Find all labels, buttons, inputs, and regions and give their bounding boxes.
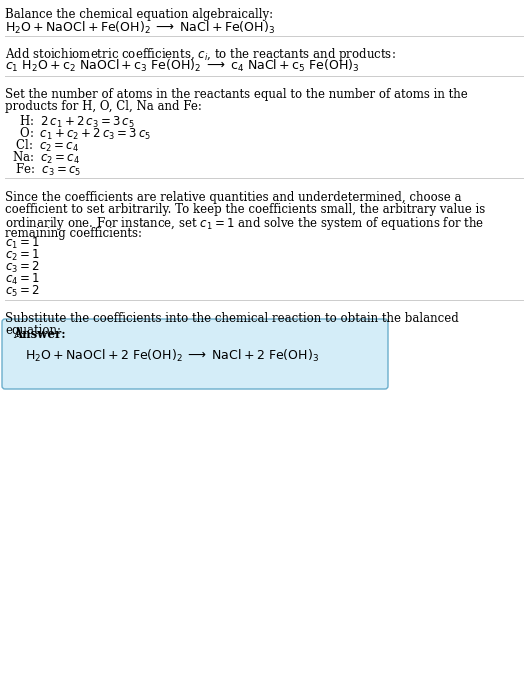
Text: $c_2 = 1$: $c_2 = 1$ bbox=[5, 248, 40, 263]
Text: Add stoichiometric coefficients, $c_i$, to the reactants and products:: Add stoichiometric coefficients, $c_i$, … bbox=[5, 46, 396, 63]
Text: Set the number of atoms in the reactants equal to the number of atoms in the: Set the number of atoms in the reactants… bbox=[5, 88, 468, 101]
Text: $c_5 = 2$: $c_5 = 2$ bbox=[5, 284, 40, 299]
Text: $c_1\ \rm H_2O + c_2\ NaOCl + c_3\ Fe(OH)_2 \;\longrightarrow\; c_4\ NaCl + c_5\: $c_1\ \rm H_2O + c_2\ NaOCl + c_3\ Fe(OH… bbox=[5, 58, 360, 74]
Text: Cl: $\;c_2 = c_4$: Cl: $\;c_2 = c_4$ bbox=[12, 138, 79, 154]
Text: $c_3 = 2$: $c_3 = 2$ bbox=[5, 260, 40, 275]
Text: coefficient to set arbitrarily. To keep the coefficients small, the arbitrary va: coefficient to set arbitrarily. To keep … bbox=[5, 203, 485, 216]
Text: $c_1 = 1$: $c_1 = 1$ bbox=[5, 236, 40, 251]
Text: O: $\;c_1 + c_2 + 2\,c_3 = 3\,c_5$: O: $\;c_1 + c_2 + 2\,c_3 = 3\,c_5$ bbox=[12, 126, 151, 142]
Text: $c_4 = 1$: $c_4 = 1$ bbox=[5, 272, 40, 287]
Text: remaining coefficients:: remaining coefficients: bbox=[5, 227, 142, 240]
Text: Substitute the coefficients into the chemical reaction to obtain the balanced: Substitute the coefficients into the che… bbox=[5, 312, 459, 325]
Text: Balance the chemical equation algebraically:: Balance the chemical equation algebraica… bbox=[5, 8, 273, 21]
Text: products for H, O, Cl, Na and Fe:: products for H, O, Cl, Na and Fe: bbox=[5, 100, 202, 113]
Text: $\rm H_2O + NaOCl + 2\ Fe(OH)_2 \;\longrightarrow\; NaCl + 2\ Fe(OH)_3$: $\rm H_2O + NaOCl + 2\ Fe(OH)_2 \;\longr… bbox=[25, 348, 319, 364]
Text: H: $\;2\,c_1 + 2\,c_3 = 3\,c_5$: H: $\;2\,c_1 + 2\,c_3 = 3\,c_5$ bbox=[12, 114, 135, 130]
Text: ordinarily one. For instance, set $c_1 = 1$ and solve the system of equations fo: ordinarily one. For instance, set $c_1 =… bbox=[5, 215, 484, 232]
Text: $\rm H_2O + NaOCl + Fe(OH)_2 \;\longrightarrow\; NaCl + Fe(OH)_3$: $\rm H_2O + NaOCl + Fe(OH)_2 \;\longrigh… bbox=[5, 20, 275, 36]
Text: Answer:: Answer: bbox=[13, 328, 65, 341]
Text: equation:: equation: bbox=[5, 324, 61, 337]
Text: Fe: $\;c_3 = c_5$: Fe: $\;c_3 = c_5$ bbox=[12, 162, 81, 178]
FancyBboxPatch shape bbox=[2, 319, 388, 389]
Text: Since the coefficients are relative quantities and underdetermined, choose a: Since the coefficients are relative quan… bbox=[5, 191, 461, 204]
Text: Na: $\;c_2 = c_4$: Na: $\;c_2 = c_4$ bbox=[12, 150, 80, 166]
